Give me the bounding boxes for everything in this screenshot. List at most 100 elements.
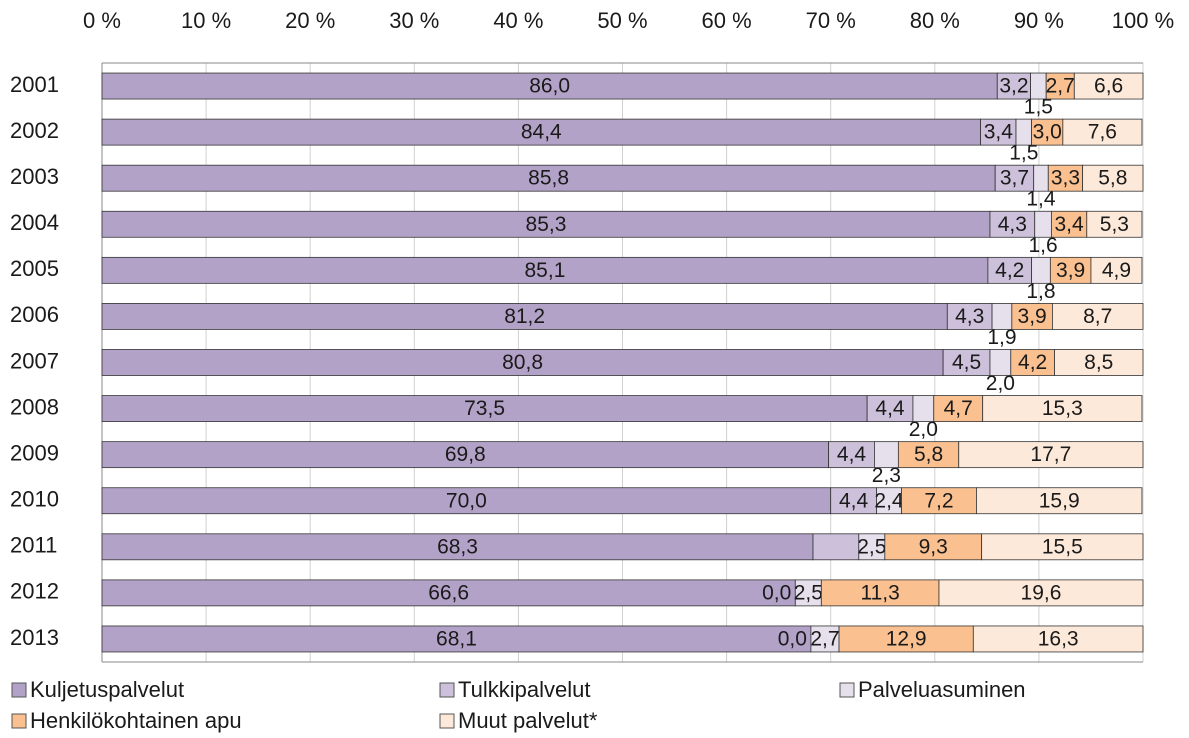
data-label: 2,0 (909, 418, 938, 441)
bar-segment (794, 579, 822, 607)
bar-segment (884, 533, 983, 561)
y-tick-label: 2008 (10, 394, 59, 419)
data-label: 15,5 (1042, 535, 1083, 558)
data-label: 84,4 (521, 121, 562, 144)
x-tick-label: 30 % (389, 8, 439, 33)
data-label: 0,0 (762, 581, 791, 604)
y-tick-label: 2009 (10, 440, 59, 465)
bar-segment (958, 441, 1144, 469)
data-label: 3,3 (1051, 167, 1080, 190)
legend-swatch (11, 682, 27, 698)
data-label: 68,3 (437, 535, 478, 558)
bar-segment (101, 579, 796, 607)
data-label: 15,9 (1039, 489, 1080, 512)
data-label: 85,8 (528, 167, 569, 190)
bar-segment (1052, 303, 1144, 330)
bar-segment (1049, 256, 1092, 284)
data-label: 5,3 (1100, 213, 1129, 236)
data-label: 73,5 (464, 397, 505, 420)
data-label: 4,5 (952, 351, 981, 374)
bar-segment (810, 625, 840, 653)
data-label: 2,3 (872, 464, 901, 487)
bar-segment (1050, 210, 1088, 238)
y-tick-label: 2002 (10, 118, 59, 143)
data-label: 3,4 (1054, 213, 1084, 236)
data-label: 2,4 (874, 489, 904, 512)
bar-segment (981, 533, 1144, 561)
data-label: 85,1 (525, 259, 566, 282)
legend-swatch (11, 713, 27, 729)
bar-segment (101, 256, 989, 284)
bar-segment (830, 487, 877, 515)
data-label: 2,7 (1046, 75, 1075, 98)
data-label: 4,7 (944, 397, 973, 420)
data-label: 1,9 (987, 326, 1016, 349)
bar-segment (989, 210, 1036, 238)
bar-segment (1086, 210, 1143, 238)
x-tick-label: 50 % (597, 8, 647, 33)
x-tick-label: 60 % (702, 8, 752, 33)
x-tick-label: 100 % (1112, 8, 1174, 33)
y-tick-label: 2005 (10, 256, 59, 281)
data-label: 8,5 (1084, 351, 1113, 374)
x-tick-label: 90 % (1014, 8, 1064, 33)
y-tick-label: 2004 (10, 210, 59, 235)
bar-segment (994, 164, 1035, 192)
x-tick-label: 10 % (181, 8, 231, 33)
data-label: 3,4 (984, 121, 1014, 144)
data-label: 4,4 (839, 489, 869, 512)
legend-label: Kuljetuspalvelut (30, 677, 184, 702)
bar-segment (101, 118, 982, 146)
bar-segment (1047, 164, 1084, 192)
data-label: 2,7 (810, 628, 839, 651)
x-tick-label: 40 % (493, 8, 543, 33)
bar-segment (987, 256, 1033, 284)
data-label: 4,3 (998, 213, 1027, 236)
data-label: 12,9 (886, 628, 927, 651)
data-label: 1,6 (1028, 234, 1057, 257)
data-label: 4,4 (875, 397, 905, 420)
data-label: 4,3 (955, 305, 984, 328)
bar-segment (828, 441, 875, 469)
legend-swatch (439, 682, 455, 698)
data-label: 8,7 (1083, 305, 1112, 328)
bar-segment (838, 625, 974, 653)
data-label: 66,6 (428, 581, 469, 604)
y-tick-label: 2007 (10, 348, 59, 373)
bar-segment (976, 487, 1143, 515)
legend-label: Henkilökohtainen apu (30, 708, 242, 733)
x-tick-label: 80 % (910, 8, 960, 33)
bar-segment (101, 441, 830, 469)
legend-label: Palveluasuminen (858, 677, 1026, 702)
bar-segment (101, 164, 996, 192)
data-label: 2,0 (986, 372, 1015, 395)
bar-segment (101, 487, 832, 515)
bar-segment (1010, 349, 1055, 376)
data-label: 68,1 (436, 628, 477, 651)
bar-segment (1045, 72, 1075, 100)
bar-segment (901, 487, 977, 515)
bar-segment (101, 625, 812, 653)
data-label: 19,6 (1021, 581, 1062, 604)
legend-swatch (439, 713, 455, 729)
data-label: 1,4 (1026, 188, 1056, 211)
data-label: 15,3 (1042, 397, 1083, 420)
bar-segment (982, 395, 1143, 422)
data-label: 2,5 (857, 535, 886, 558)
bar-segment (946, 303, 993, 330)
data-label: 6,6 (1094, 75, 1123, 98)
data-label: 3,7 (1000, 167, 1029, 190)
bar-segment (876, 487, 902, 515)
legend-label: Muut palvelut* (458, 708, 598, 733)
bar-segment (1082, 164, 1144, 192)
bar-segment (938, 579, 1144, 607)
bar-segment (101, 303, 948, 330)
data-label: 3,2 (999, 75, 1028, 98)
bar-segment (933, 395, 984, 422)
data-label: 85,3 (526, 213, 567, 236)
data-label: 4,4 (837, 443, 867, 466)
data-label: 3,9 (1018, 305, 1047, 328)
x-tick-label: 70 % (806, 8, 856, 33)
data-label: 80,8 (502, 351, 543, 374)
